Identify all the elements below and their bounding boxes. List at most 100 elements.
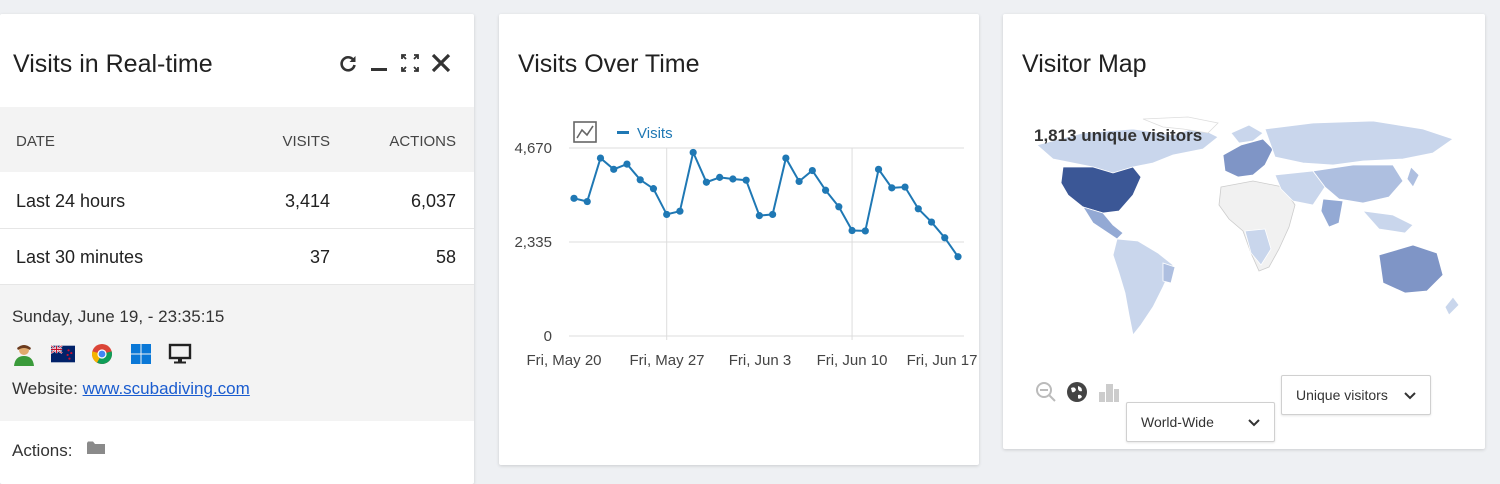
- map-region-india[interactable]: [1320, 198, 1344, 228]
- map-region-scandinavia[interactable]: [1230, 124, 1264, 144]
- visit-time: Sunday, June 19, - 23:35:15: [12, 307, 225, 326]
- data-point[interactable]: [676, 207, 684, 215]
- chart-type-icon[interactable]: [573, 121, 597, 143]
- realtime-widget: Visits in Real-time DATE VISITS ACTIONS …: [0, 14, 474, 484]
- column-header-visits[interactable]: VISITS: [282, 133, 330, 150]
- map-region-canada[interactable]: [1036, 126, 1219, 174]
- new-zealand-flag-icon: [51, 342, 75, 366]
- data-point[interactable]: [689, 148, 697, 157]
- chrome-icon: [90, 342, 114, 366]
- website-link[interactable]: www.scubadiving.com: [82, 379, 250, 398]
- data-point[interactable]: [596, 154, 605, 162]
- data-point[interactable]: [861, 227, 869, 235]
- region-select[interactable]: World-Wide: [1126, 402, 1275, 442]
- row-actions: 58: [435, 247, 456, 267]
- data-point[interactable]: [623, 160, 631, 168]
- data-point[interactable]: [848, 226, 856, 235]
- data-point[interactable]: [954, 253, 962, 261]
- row-actions: 6,037: [410, 191, 456, 211]
- column-header-date[interactable]: DATE: [16, 133, 55, 150]
- legend-swatch: [617, 131, 629, 134]
- data-point[interactable]: [636, 176, 644, 184]
- minimize-icon[interactable]: [368, 52, 390, 74]
- data-point[interactable]: [663, 210, 671, 219]
- legend-item-visits[interactable]: Visits: [617, 125, 673, 142]
- x-tick-label: Fri, May 27: [629, 352, 704, 369]
- map-region-japan[interactable]: [1406, 166, 1420, 188]
- world-map[interactable]: [1013, 115, 1473, 345]
- map-region-mexico[interactable]: [1082, 206, 1124, 240]
- map-region-southeast-asia[interactable]: [1361, 210, 1414, 234]
- data-point[interactable]: [941, 234, 949, 242]
- map-region-russia[interactable]: [1264, 120, 1454, 166]
- map-region-australia[interactable]: [1378, 244, 1444, 294]
- data-point[interactable]: [914, 205, 922, 213]
- x-tick-label: Fri, Jun 10: [817, 352, 888, 369]
- map-region-greenland[interactable]: [1142, 116, 1219, 134]
- data-point[interactable]: [821, 186, 830, 194]
- data-point[interactable]: [716, 173, 724, 181]
- map-region-southern-africa[interactable]: [1244, 228, 1272, 266]
- data-point[interactable]: [755, 212, 763, 220]
- data-point[interactable]: [742, 176, 750, 184]
- series-line-visits: [573, 149, 959, 258]
- data-point[interactable]: [782, 154, 790, 162]
- data-point[interactable]: [808, 166, 816, 175]
- zoom-out-icon[interactable]: [1035, 381, 1057, 408]
- data-point[interactable]: [583, 197, 591, 206]
- website-label: Website:: [12, 379, 78, 398]
- data-point[interactable]: [570, 194, 578, 202]
- x-tick-label: Fri, Jun 17: [907, 352, 978, 369]
- data-point[interactable]: [927, 218, 936, 226]
- data-point[interactable]: [649, 185, 658, 193]
- x-tick-label: Fri, Jun 3: [729, 352, 792, 369]
- data-point[interactable]: [888, 184, 896, 192]
- row-date: Last 30 minutes: [16, 247, 144, 267]
- windows-icon: [129, 342, 153, 366]
- metric-select-value: Unique visitors: [1296, 387, 1388, 403]
- map-region-usa[interactable]: [1060, 166, 1142, 214]
- city-view-icon[interactable]: [1097, 380, 1121, 409]
- data-point[interactable]: [729, 175, 737, 183]
- globe-icon[interactable]: [1065, 380, 1089, 409]
- y-tick-label: 0: [544, 328, 552, 345]
- map-region-brazil-east[interactable]: [1162, 262, 1176, 284]
- desktop-icon: [168, 342, 192, 366]
- visits-over-time-widget: Visits Over Time 0 2,335 4,670 Fri, May 20…: [499, 14, 979, 465]
- data-point[interactable]: [610, 165, 618, 173]
- data-point[interactable]: [835, 203, 843, 211]
- visitor-icons: [12, 342, 192, 366]
- table-row: Last 30 minutes 37 58: [0, 228, 474, 285]
- column-header-actions[interactable]: ACTIONS: [389, 133, 456, 150]
- folder-icon[interactable]: [86, 440, 106, 461]
- refresh-icon[interactable]: [337, 52, 359, 74]
- map-region-china[interactable]: [1312, 164, 1404, 204]
- visitor-profile-icon[interactable]: [12, 342, 36, 366]
- data-point[interactable]: [769, 210, 777, 219]
- y-tick-label: 2,335: [514, 234, 552, 251]
- visit-detail: Sunday, June 19, - 23:35:15 Website: www…: [0, 285, 474, 421]
- maximize-icon[interactable]: [399, 52, 421, 74]
- map-region-europe[interactable]: [1222, 138, 1274, 178]
- x-tick-label: Fri, May 20: [526, 352, 601, 369]
- actions-label: Actions:: [12, 440, 73, 460]
- widget-title: Visitor Map: [1022, 50, 1147, 78]
- data-point[interactable]: [874, 165, 883, 173]
- map-controls: [1035, 380, 1121, 409]
- data-point[interactable]: [795, 177, 803, 186]
- row-date: Last 24 hours: [16, 191, 126, 211]
- map-region-new-zealand[interactable]: [1444, 296, 1460, 316]
- table-header: DATE VISITS ACTIONS: [0, 107, 474, 172]
- row-visits: 3,414: [284, 191, 330, 211]
- region-select-value: World-Wide: [1141, 414, 1214, 430]
- widget-title: Visits Over Time: [518, 50, 700, 78]
- data-point[interactable]: [702, 178, 711, 186]
- map-region-south-america[interactable]: [1112, 238, 1174, 336]
- y-tick-label: 4,670: [514, 140, 552, 157]
- widget-toolbar: [337, 52, 452, 74]
- metric-select[interactable]: Unique visitors: [1281, 375, 1431, 415]
- data-point[interactable]: [901, 183, 909, 191]
- actions-line: Actions:: [12, 440, 106, 461]
- visits-line-chart: 0 2,335 4,670 Fri, May 20 Fri, May 27 Fri, J…: [514, 121, 978, 369]
- close-icon[interactable]: [430, 52, 452, 74]
